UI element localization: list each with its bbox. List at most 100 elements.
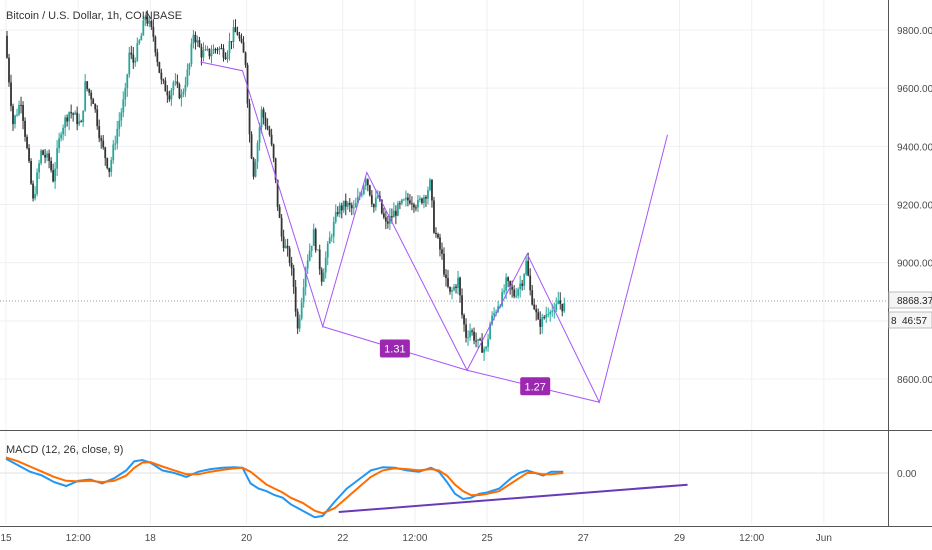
candle-body — [443, 253, 445, 275]
candle-body — [74, 112, 77, 115]
candle-body — [495, 311, 498, 314]
candle-body — [435, 232, 437, 235]
candle-body — [34, 194, 36, 199]
candle-body — [98, 126, 101, 139]
candle-body — [42, 150, 44, 155]
candle-body — [58, 138, 61, 149]
candle-body — [517, 289, 520, 296]
candle-body — [90, 92, 93, 100]
candle-body — [330, 236, 333, 238]
candle-body — [394, 210, 397, 216]
candle-body — [44, 154, 46, 158]
candle-body — [150, 20, 153, 27]
candle-body — [350, 205, 353, 209]
candle-body — [202, 50, 205, 58]
candle-body — [162, 79, 165, 81]
candle-body — [206, 48, 209, 50]
candle-body — [18, 104, 20, 115]
candle-body — [429, 179, 431, 191]
candle-body — [308, 250, 311, 261]
x-tick-label: Jun — [816, 533, 832, 544]
candle-body — [152, 26, 155, 37]
chart-grid — [0, 0, 888, 524]
candle-body — [497, 306, 500, 312]
candle-body — [70, 112, 73, 114]
candle-body — [376, 195, 379, 198]
candle-body — [278, 207, 281, 218]
candle-body — [396, 203, 399, 216]
candle-body — [302, 287, 305, 303]
ratio-label: 1.27 — [524, 381, 545, 393]
candle-body — [254, 161, 257, 177]
candle-body — [86, 81, 89, 89]
candle-body — [158, 61, 161, 73]
candle-body — [433, 200, 435, 233]
candle-body — [240, 38, 243, 43]
candle-body — [108, 167, 111, 172]
candle-body — [218, 48, 221, 50]
candle-body — [551, 310, 554, 312]
candle-body — [290, 262, 293, 269]
candle-body — [324, 257, 327, 273]
candle-body — [12, 106, 14, 125]
candle-body — [523, 274, 526, 286]
candle-body — [78, 121, 81, 125]
candle-body — [36, 172, 38, 195]
y-tick-label: 9000.00 — [897, 259, 932, 270]
candle-body — [348, 202, 351, 206]
candle-body — [212, 49, 215, 54]
candle-body — [186, 69, 189, 85]
candle-body — [226, 52, 229, 60]
candle-body — [228, 41, 231, 53]
candle-body — [264, 117, 267, 126]
candle-body — [398, 203, 401, 205]
candle-body — [380, 199, 383, 214]
candle-body — [541, 317, 544, 327]
candle-body — [28, 147, 30, 162]
candle-body — [132, 54, 135, 63]
last-price-label: 8868.37 — [897, 296, 932, 307]
ratio-badge: 1.31 — [379, 339, 410, 358]
candle-body — [286, 245, 289, 249]
candle-body — [262, 109, 265, 118]
candle-body — [80, 121, 83, 123]
candle-body — [356, 196, 359, 204]
candle-body — [519, 283, 522, 290]
ratio-badge-bg — [520, 377, 551, 396]
candle-body — [154, 36, 157, 53]
candle-body — [390, 216, 393, 218]
candle-body — [437, 234, 439, 238]
countdown-label: 46:57 — [902, 316, 927, 327]
candle-body — [310, 245, 313, 251]
indicator-label: MACD (12, 26, close, 9) — [6, 444, 123, 456]
candles — [6, 10, 566, 361]
candle-body — [461, 295, 463, 315]
candle-body — [296, 311, 299, 329]
candle-body — [256, 142, 259, 162]
candle-body — [48, 153, 50, 161]
candle-body — [475, 340, 477, 342]
y-tick-label: 8600.00 — [897, 375, 932, 386]
candle-body — [300, 302, 303, 319]
countdown-box: 8 46:57 — [888, 311, 932, 329]
candle-body — [84, 81, 87, 111]
candle-body — [136, 43, 139, 61]
pattern-zigzag — [200, 61, 668, 404]
candle-body — [200, 46, 203, 58]
signal-line — [5, 456, 564, 515]
candle-body — [106, 158, 109, 168]
candle-body — [340, 205, 343, 211]
candle-body — [184, 84, 187, 92]
candle-body — [252, 158, 255, 177]
candle-body — [236, 32, 239, 36]
candle-body — [326, 243, 329, 258]
candle-body — [32, 183, 34, 199]
candle-body — [352, 207, 355, 209]
candle-body — [96, 109, 99, 127]
candle-body — [14, 115, 16, 125]
candle-body — [344, 200, 347, 207]
candle-body — [316, 249, 319, 251]
candle-body — [463, 314, 465, 325]
candle-body — [104, 147, 107, 159]
candle-body — [539, 319, 542, 327]
